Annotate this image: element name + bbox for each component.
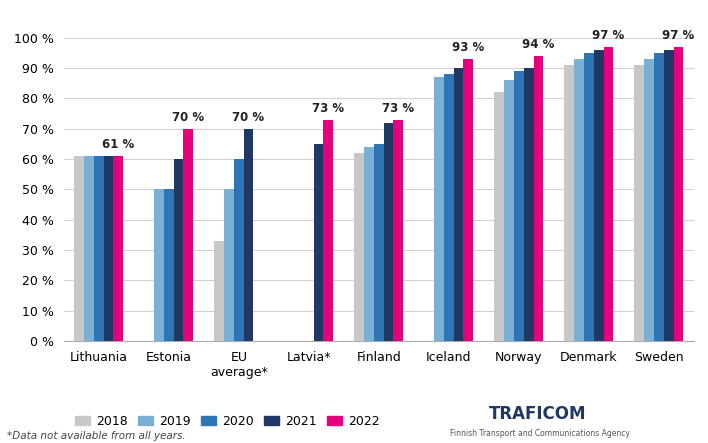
Bar [494, 92, 504, 341]
Bar [454, 68, 464, 341]
Text: 73 %: 73 % [312, 102, 344, 115]
Bar [673, 47, 683, 341]
Bar [634, 65, 644, 341]
Bar [364, 147, 374, 341]
Bar [94, 156, 103, 341]
Text: 70 %: 70 % [232, 111, 265, 124]
Text: TRAFICOM: TRAFICOM [489, 404, 586, 423]
Bar [654, 53, 663, 341]
Bar [244, 128, 253, 341]
Text: 97 %: 97 % [662, 29, 695, 42]
Bar [314, 144, 324, 341]
Text: 94 %: 94 % [523, 38, 554, 51]
Bar [444, 74, 454, 341]
Text: 93 %: 93 % [452, 41, 484, 54]
Bar [164, 189, 173, 341]
Legend: 2018, 2019, 2020, 2021, 2022: 2018, 2019, 2020, 2021, 2022 [70, 410, 384, 433]
Text: 61 %: 61 % [102, 138, 135, 152]
Bar [384, 123, 394, 341]
Bar [524, 68, 534, 341]
Text: 73 %: 73 % [382, 102, 414, 115]
Bar [103, 156, 113, 341]
Bar [215, 241, 224, 341]
Bar [514, 71, 524, 341]
Bar [584, 53, 594, 341]
Bar [173, 159, 183, 341]
Bar [603, 47, 613, 341]
Bar [154, 189, 164, 341]
Bar [564, 65, 574, 341]
Text: 97 %: 97 % [593, 29, 624, 42]
Bar [183, 128, 193, 341]
Bar [464, 59, 474, 341]
Bar [394, 120, 404, 341]
Bar [504, 80, 514, 341]
Text: *Data not available from all years.: *Data not available from all years. [7, 431, 185, 441]
Bar [84, 156, 94, 341]
Text: 70 %: 70 % [172, 111, 205, 124]
Bar [234, 159, 244, 341]
Bar [534, 56, 543, 341]
Text: Finnish Transport and Communications Agency: Finnish Transport and Communications Age… [450, 429, 629, 439]
Bar [224, 189, 234, 341]
Bar [434, 77, 444, 341]
Bar [324, 120, 333, 341]
Bar [594, 50, 603, 341]
Bar [574, 59, 584, 341]
Bar [663, 50, 673, 341]
Bar [113, 156, 123, 341]
Bar [74, 156, 84, 341]
Bar [354, 153, 364, 341]
Bar [374, 144, 384, 341]
Bar [644, 59, 654, 341]
